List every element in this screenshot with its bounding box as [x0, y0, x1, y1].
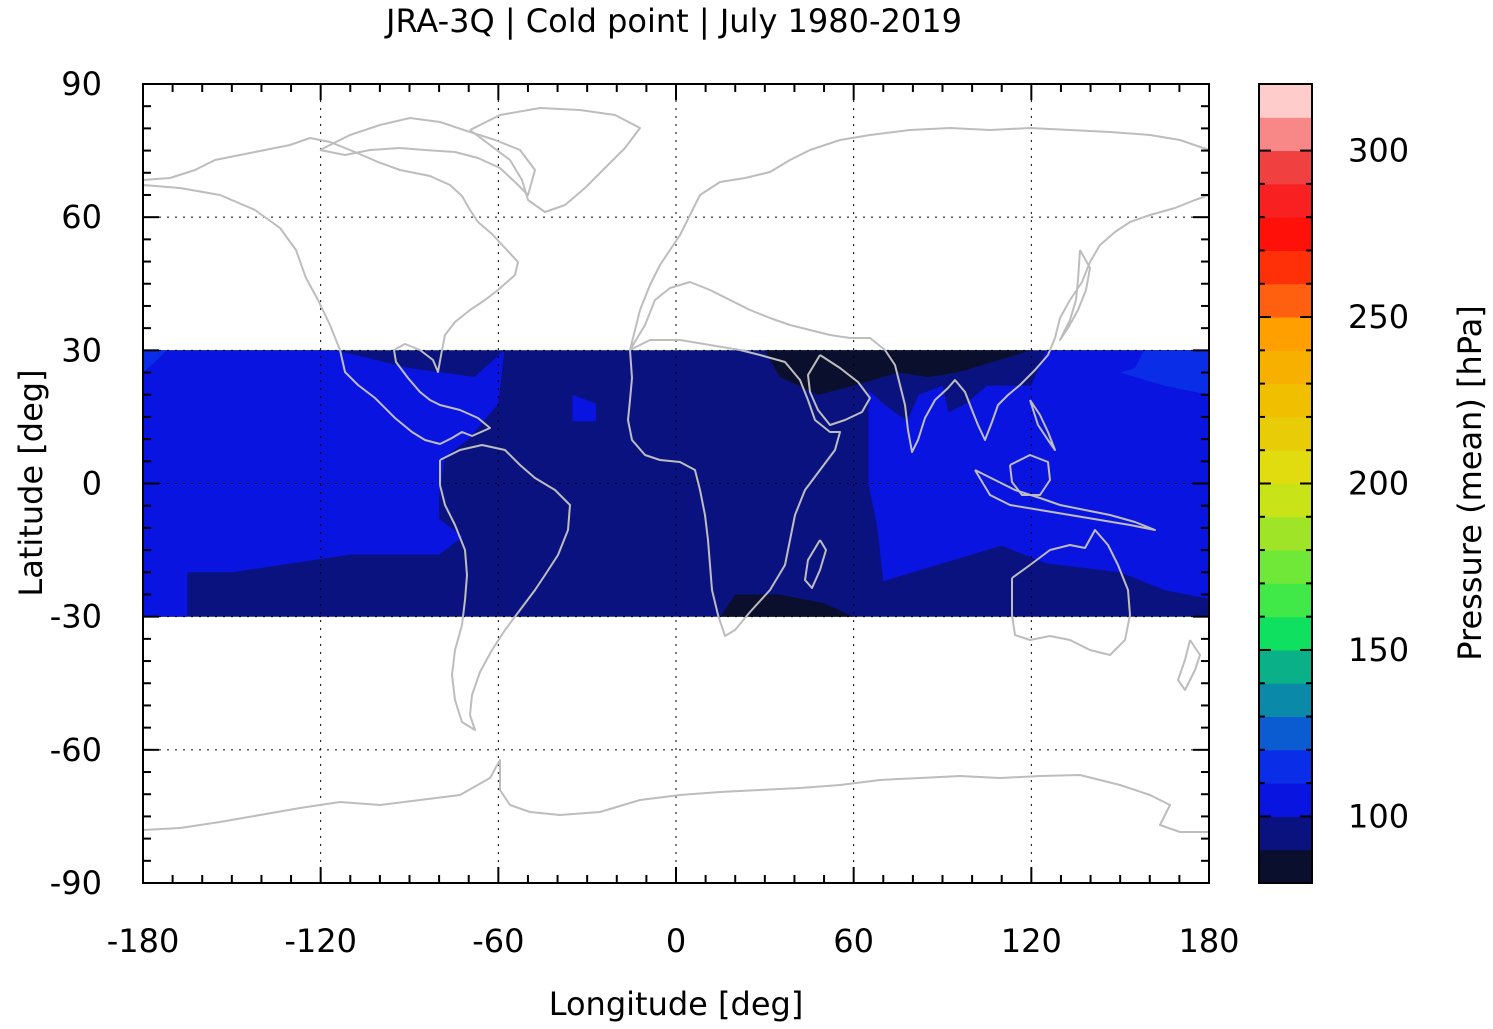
colorbar-cell: [1259, 483, 1312, 518]
coastline-new-zealand: [1177, 639, 1201, 691]
coastline-north-america: [142, 137, 519, 445]
coastline-south-america: [439, 444, 571, 731]
colorbar-cell: [1259, 583, 1312, 618]
x-axis-label: Longitude [deg]: [549, 985, 804, 1023]
colorbar-cells: [1259, 84, 1312, 884]
colorbar-cell: [1259, 317, 1312, 351]
x-tick-label: -60: [472, 922, 524, 960]
colorbar-cell: [1259, 683, 1312, 718]
colorbar-ticks: [1259, 149, 1312, 818]
map-area: [142, 83, 1210, 884]
y-tick-label: -90: [50, 864, 102, 902]
coastline-australia: [1011, 529, 1131, 656]
x-tick-label: -180: [107, 922, 180, 960]
y-tick-label: -30: [50, 598, 102, 636]
colorbar-label: Pressure (mean) [hPa]: [1451, 305, 1489, 660]
y-tick-label: 60: [61, 198, 102, 236]
coastline-arabia: [807, 354, 871, 426]
colorbar-cell: [1259, 749, 1312, 784]
colorbar-cell: [1259, 84, 1312, 118]
colorbar-cell: [1259, 550, 1312, 584]
coastline-japan: [1059, 249, 1091, 341]
axis-ticks: [142, 83, 1210, 884]
coastline-antarctica: [142, 759, 1209, 833]
coastline-eurasia: [629, 127, 1210, 453]
coastline-madagascar: [804, 539, 827, 589]
colorbar-cell: [1259, 150, 1312, 185]
coastlines: [142, 107, 1210, 833]
x-tick-labels: -180 -120 -60 0 60 120 180: [107, 922, 1240, 960]
y-tick-label: 30: [61, 331, 102, 369]
colorbar-tick-label: 200: [1348, 465, 1409, 503]
pressure-region-5: [143, 350, 167, 373]
pressure-region-1: [143, 350, 505, 617]
colorbar-cell: [1259, 616, 1312, 651]
colorbar-cell: [1259, 117, 1312, 152]
x-tick-label: 60: [833, 922, 874, 960]
y-tick-label: -60: [50, 731, 102, 769]
pressure-region-6: [720, 594, 854, 617]
colorbar: 300 250 200 150 100: [1258, 83, 1409, 884]
y-tick-label: 0: [82, 465, 102, 503]
pressure-region-2: [572, 394, 596, 422]
colorbar-cell: [1259, 649, 1312, 684]
coastline-borneo: [1009, 454, 1051, 496]
colorbar-tick-labels: 300 250 200 150 100: [1348, 132, 1409, 836]
pressure-field: [143, 350, 1209, 617]
colorbar-cell: [1259, 283, 1312, 318]
colorbar-cell: [1259, 816, 1312, 851]
colorbar-tick-label: 250: [1348, 298, 1409, 336]
colorbar-tick-label: 100: [1348, 797, 1409, 835]
x-tick-label: 120: [1001, 922, 1062, 960]
x-tick-label: -120: [284, 922, 357, 960]
y-axis-label: Latitude [deg]: [12, 369, 50, 596]
colorbar-cell: [1259, 383, 1312, 418]
colorbar-cell: [1259, 416, 1312, 451]
colorbar-cell: [1259, 250, 1312, 285]
x-tick-label: 0: [666, 922, 686, 960]
grid-lines: [143, 84, 1209, 883]
colorbar-cell: [1259, 183, 1312, 218]
colorbar-cell: [1259, 350, 1312, 385]
colorbar-cell: [1259, 849, 1312, 884]
y-tick-label: 90: [61, 65, 102, 103]
colorbar-cell: [1259, 516, 1312, 551]
pressure-region-4: [1120, 350, 1209, 395]
colorbar-tick-label: 300: [1348, 132, 1409, 170]
plot-title: JRA-3Q | Cold point | July 1980-2019: [384, 2, 962, 40]
colorbar-cell: [1259, 783, 1312, 817]
pressure-region-3: [868, 350, 1209, 599]
colorbar-cell: [1259, 716, 1312, 751]
x-tick-label: 180: [1178, 922, 1239, 960]
y-tick-labels: 90 60 30 0 -30 -60 -90: [50, 65, 102, 902]
coastline-philippines: [1029, 399, 1056, 451]
coastline-africa: [627, 339, 841, 637]
coastline-arctic-islands: [319, 117, 536, 196]
colorbar-cell: [1259, 217, 1312, 251]
coastline-greenland: [469, 107, 641, 213]
colorbar-cell: [1259, 450, 1312, 484]
colorbar-tick-label: 150: [1348, 631, 1409, 669]
